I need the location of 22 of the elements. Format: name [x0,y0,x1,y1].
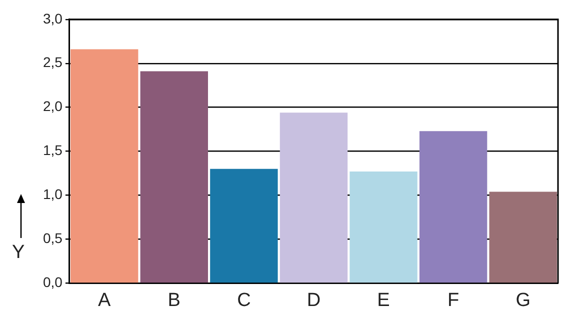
x-tick-label: B [168,290,180,311]
x-tick-label: F [448,290,460,311]
bar [350,172,418,283]
bar [210,168,278,283]
x-tick-label: A [98,290,112,311]
y-tick-label: 1,5 [42,142,63,158]
y-tick-label: 0,0 [42,274,63,290]
bar [140,71,208,283]
x-tick-label: D [306,290,321,311]
x-tick-label: C [237,290,251,311]
bar [419,131,488,283]
bar [489,192,557,283]
bar [70,49,138,283]
y-axis-title: Y [12,242,25,264]
y-tick-label: 2,0 [42,98,63,114]
y-tick-label: 0,5 [42,230,63,246]
y-tick-label: 3,0 [42,10,63,26]
bar [280,112,348,283]
y-tick-label: 2,5 [42,54,63,70]
x-tick-label: E [377,290,390,311]
x-tick-label: G [516,290,530,311]
y-tick-label: 1,0 [42,186,63,202]
